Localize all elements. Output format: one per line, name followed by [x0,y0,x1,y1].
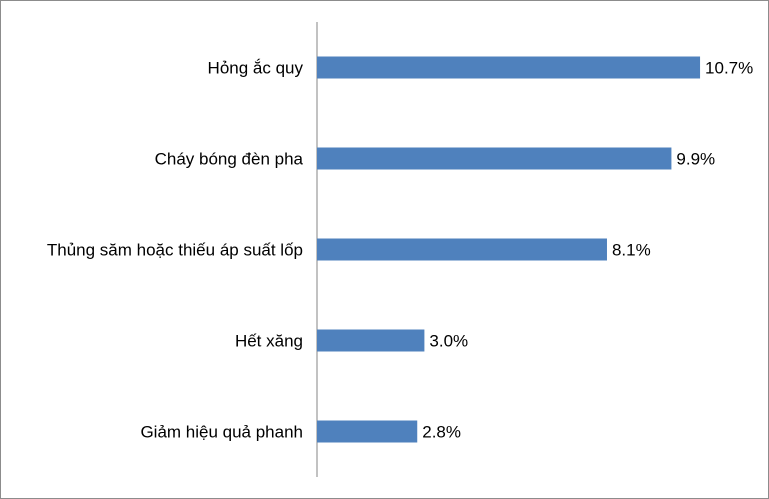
bar-3 [317,238,607,261]
data-label-4: 3.0% [429,332,468,351]
bars-group [317,56,701,443]
category-label-4: Hết xăng [235,332,303,351]
category-label-1: Hỏng ắc quy [208,59,304,78]
bar-5 [317,420,418,443]
bar-1 [317,56,701,79]
category-label-5: Giảm hiệu quả phanh [140,423,303,442]
data-label-5: 2.8% [422,423,461,442]
data-label-1: 10.7% [705,59,753,78]
data-label-3: 8.1% [612,241,651,260]
data-labels-group: 10.7% 9.9% 8.1% 3.0% 2.8% [422,59,753,442]
category-label-2: Cháy bóng đèn pha [155,150,304,169]
bar-2 [317,147,672,170]
category-label-3: Thủng săm hoặc thiếu áp suất lốp [47,241,303,260]
bar-4 [317,329,425,352]
data-label-2: 9.9% [676,150,715,169]
category-labels-group: Hỏng ắc quy Cháy bóng đèn pha Thủng săm ho… [47,59,304,442]
